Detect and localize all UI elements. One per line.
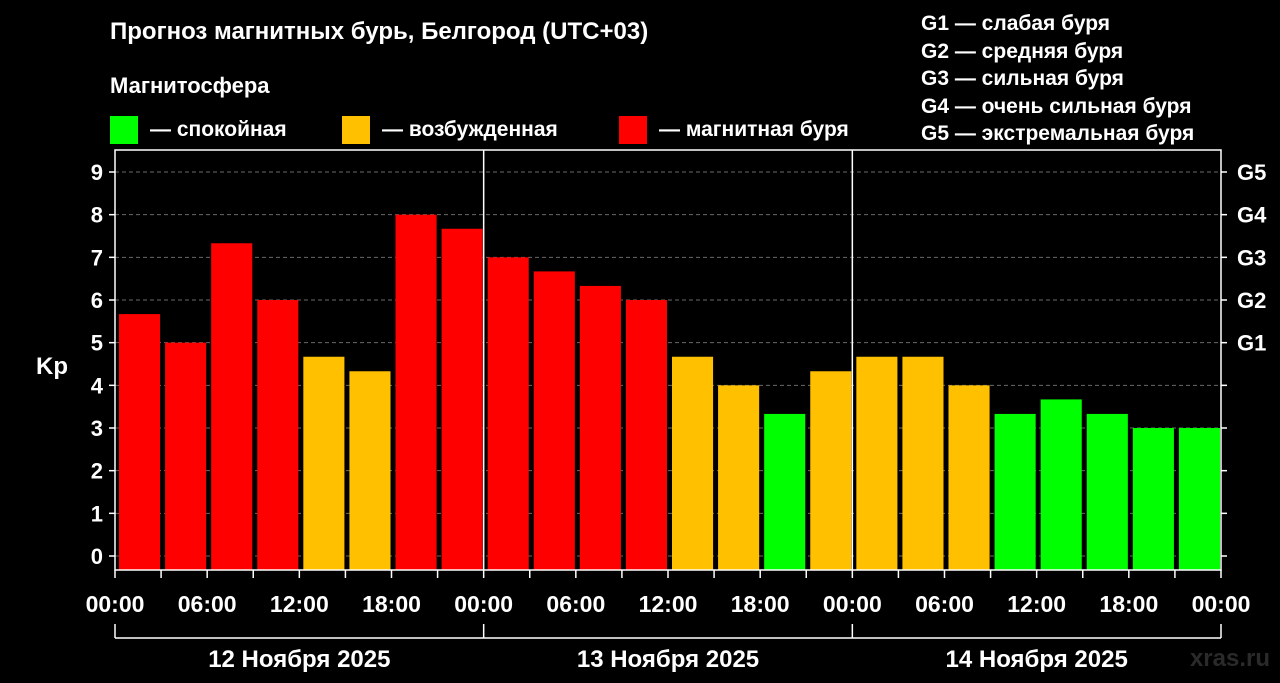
kp-bar xyxy=(257,300,299,570)
g-scale-item: G5 — экстремальная буря xyxy=(921,122,1195,145)
kp-bar xyxy=(948,385,990,570)
x-tick-label: 18:00 xyxy=(362,591,421,617)
kp-bar xyxy=(764,413,806,570)
kp-bar xyxy=(1132,428,1174,570)
y-tick-label: 5 xyxy=(91,331,103,356)
x-tick-label: 12:00 xyxy=(1007,591,1066,617)
kp-bar xyxy=(902,356,944,570)
kp-bar xyxy=(579,285,621,570)
kp-bar xyxy=(856,356,898,570)
y-tick-label: 9 xyxy=(91,160,103,185)
x-tick-label: 00:00 xyxy=(823,591,882,617)
kp-bar xyxy=(672,356,714,570)
day-label: 14 Ноября 2025 xyxy=(946,646,1128,673)
kp-bar xyxy=(487,257,529,570)
x-tick-label: 12:00 xyxy=(270,591,329,617)
kp-bar xyxy=(1040,399,1082,570)
legend-title: Магнитосфера xyxy=(110,73,270,98)
y-tick-label: 7 xyxy=(91,245,103,270)
y-tick-label: 8 xyxy=(91,203,103,228)
kp-bar xyxy=(718,385,760,570)
kp-bar xyxy=(1086,413,1128,570)
y-tick-label: 0 xyxy=(91,544,103,569)
kp-bar xyxy=(349,371,391,570)
legend-swatch-quiet xyxy=(110,116,138,144)
y-tick-label: 1 xyxy=(91,501,103,526)
g-level-label: G2 xyxy=(1237,288,1266,313)
kp-bar xyxy=(211,243,253,570)
y-tick-label: 6 xyxy=(91,288,103,313)
chart-title: Прогноз магнитных бурь, Белгород (UTC+03… xyxy=(110,18,649,45)
x-tick-label: 00:00 xyxy=(454,591,513,617)
x-tick-label: 06:00 xyxy=(546,591,605,617)
g-level-label: G4 xyxy=(1237,203,1267,228)
g-level-label: G1 xyxy=(1237,331,1266,356)
g-scale-legend: G1 — слабая буря G2 — средняя буря G3 — … xyxy=(921,10,1194,148)
y-tick-label: 3 xyxy=(91,416,103,441)
legend-item-active: — возбужденная xyxy=(342,116,558,144)
legend-item-storm: — магнитная буря xyxy=(619,116,849,144)
x-tick-label: 00:00 xyxy=(1192,591,1251,617)
watermark: xras.ru xyxy=(1189,645,1270,672)
legend-item-quiet: — спокойная xyxy=(110,116,287,144)
kp-bar xyxy=(994,413,1036,570)
legend-label-quiet: — спокойная xyxy=(150,118,287,141)
x-tick-label: 12:00 xyxy=(639,591,698,617)
kp-bar xyxy=(625,300,667,570)
x-tick-label: 06:00 xyxy=(915,591,974,617)
g-scale-item: G1 — слабая буря xyxy=(921,12,1111,35)
kp-bar xyxy=(119,314,161,570)
g-level-label: G3 xyxy=(1237,245,1266,270)
g-scale-item: G4 — очень сильная буря xyxy=(921,94,1192,118)
legend-swatch-storm xyxy=(619,116,647,144)
legend-swatch-active xyxy=(342,116,370,144)
g-scale-item: G3 — сильная буря xyxy=(921,67,1124,90)
y-tick-label: 2 xyxy=(91,459,103,484)
g-level-label: G5 xyxy=(1237,160,1266,185)
kp-bar xyxy=(395,214,437,570)
x-tick-label: 18:00 xyxy=(1099,591,1158,617)
legend-label-storm: — магнитная буря xyxy=(659,118,849,141)
day-label: 12 Ноября 2025 xyxy=(208,646,390,673)
day-label: 13 Ноября 2025 xyxy=(577,646,759,673)
kp-bar xyxy=(165,342,207,570)
legend-label-active: — возбужденная xyxy=(382,118,558,141)
y-axis-label: Kp xyxy=(36,353,68,380)
kp-bar xyxy=(1178,428,1220,570)
kp-bar xyxy=(441,228,483,570)
y-tick-label: 4 xyxy=(91,373,104,398)
kp-bar xyxy=(303,356,345,570)
kp-bar xyxy=(533,271,575,570)
x-tick-label: 00:00 xyxy=(86,591,145,617)
kp-bar xyxy=(810,371,852,570)
x-tick-label: 06:00 xyxy=(178,591,237,617)
g-scale-item: G2 — средняя буря xyxy=(921,39,1124,63)
x-tick-label: 18:00 xyxy=(731,591,790,617)
